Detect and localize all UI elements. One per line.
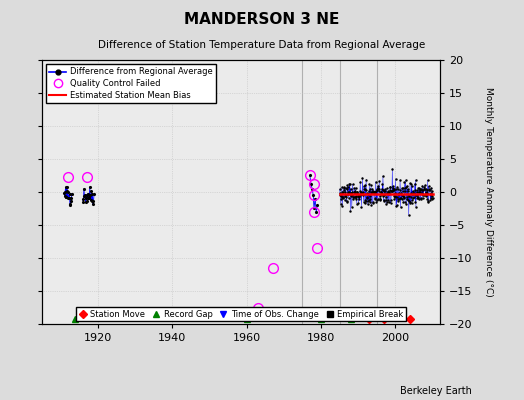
- Text: Difference of Station Temperature Data from Regional Average: Difference of Station Temperature Data f…: [99, 40, 425, 50]
- Text: MANDERSON 3 NE: MANDERSON 3 NE: [184, 12, 340, 27]
- Text: Berkeley Earth: Berkeley Earth: [400, 386, 472, 396]
- Y-axis label: Monthly Temperature Anomaly Difference (°C): Monthly Temperature Anomaly Difference (…: [484, 87, 493, 297]
- Legend: Station Move, Record Gap, Time of Obs. Change, Empirical Break: Station Move, Record Gap, Time of Obs. C…: [76, 307, 406, 321]
